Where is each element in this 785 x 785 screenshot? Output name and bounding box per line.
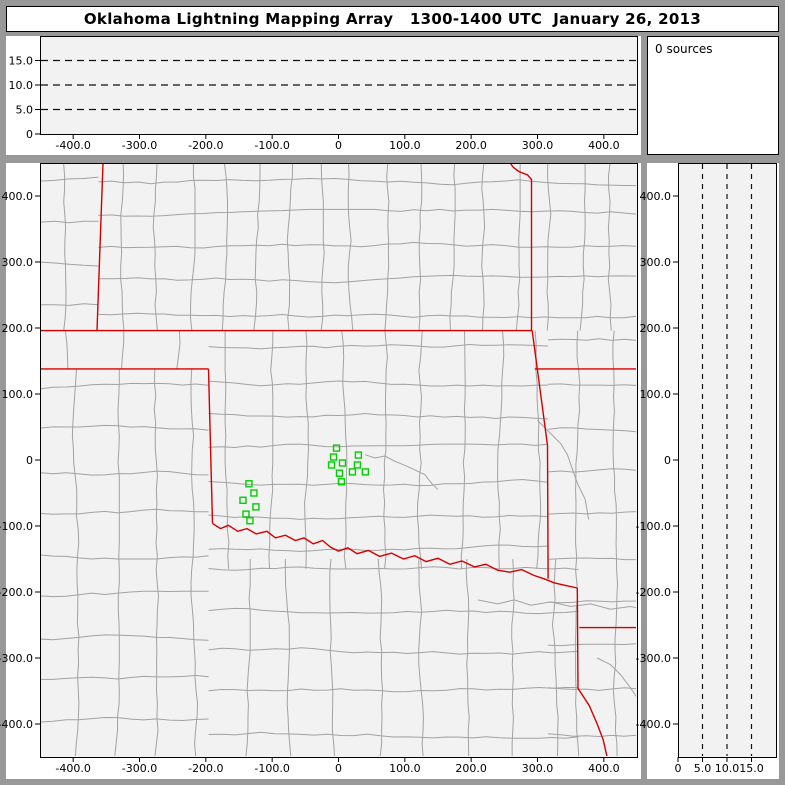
plot-altitude-ns — [678, 163, 777, 758]
plot-plan-view-map — [40, 163, 638, 758]
source-count-label: 0 sources — [655, 42, 713, 56]
plot-altitude-ew — [40, 36, 638, 135]
panel-source-counter: 0 sources — [647, 36, 779, 155]
title-bar: Oklahoma Lightning Mapping Array 1300-14… — [6, 6, 779, 32]
